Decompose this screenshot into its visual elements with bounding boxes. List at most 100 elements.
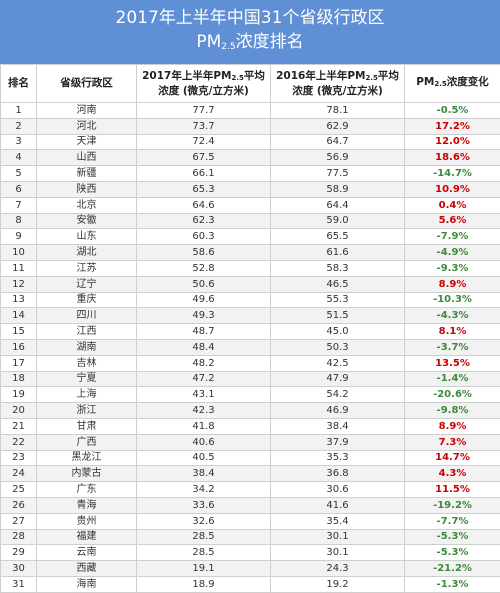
change-cell: 12.0% xyxy=(405,134,500,150)
value-2017-cell: 32.6 xyxy=(137,513,271,529)
province-cell: 甘肃 xyxy=(37,418,137,434)
pm25-ranking-table: 排名 省级行政区 2017年上半年PM2.5平均 浓度 (微克/立方米) 201… xyxy=(0,64,500,593)
change-cell: 4.3% xyxy=(405,466,500,482)
value-2017-cell: 60.3 xyxy=(137,229,271,245)
value-2016-cell: 30.6 xyxy=(271,482,405,498)
value-2016-cell: 24.3 xyxy=(271,561,405,577)
change-cell: 0.4% xyxy=(405,197,500,213)
value-2017-cell: 19.1 xyxy=(137,561,271,577)
province-cell: 新疆 xyxy=(37,166,137,182)
value-2017-cell: 62.3 xyxy=(137,213,271,229)
rank-cell: 18 xyxy=(1,371,37,387)
value-2016-cell: 64.4 xyxy=(271,197,405,213)
change-cell: -7.7% xyxy=(405,513,500,529)
province-cell: 福建 xyxy=(37,529,137,545)
header-2016-pre: 2016年上半年PM xyxy=(276,70,365,82)
rank-cell: 28 xyxy=(1,529,37,545)
change-cell: -7.9% xyxy=(405,229,500,245)
value-2017-cell: 48.4 xyxy=(137,339,271,355)
province-cell: 广西 xyxy=(37,434,137,450)
value-2016-cell: 30.1 xyxy=(271,545,405,561)
title-pm-prefix: PM xyxy=(196,32,221,52)
value-2016-cell: 50.3 xyxy=(271,339,405,355)
change-cell: 7.3% xyxy=(405,434,500,450)
change-cell: 18.6% xyxy=(405,150,500,166)
change-cell: 8.9% xyxy=(405,418,500,434)
change-cell: -14.7% xyxy=(405,166,500,182)
province-cell: 北京 xyxy=(37,197,137,213)
value-2016-cell: 55.3 xyxy=(271,292,405,308)
change-cell: 8.9% xyxy=(405,276,500,292)
rank-cell: 12 xyxy=(1,276,37,292)
header-2017-post: 平均 xyxy=(244,70,265,82)
value-2017-cell: 72.4 xyxy=(137,134,271,150)
value-2016-cell: 35.3 xyxy=(271,450,405,466)
value-2017-cell: 40.5 xyxy=(137,450,271,466)
change-cell: -9.8% xyxy=(405,403,500,419)
rank-cell: 14 xyxy=(1,308,37,324)
value-2016-cell: 61.6 xyxy=(271,245,405,261)
value-2017-cell: 38.4 xyxy=(137,466,271,482)
header-2017-pre: 2017年上半年PM xyxy=(142,70,231,82)
value-2017-cell: 40.6 xyxy=(137,434,271,450)
change-cell: 11.5% xyxy=(405,482,500,498)
value-2016-cell: 65.5 xyxy=(271,229,405,245)
province-cell: 青海 xyxy=(37,497,137,513)
value-2017-cell: 50.6 xyxy=(137,276,271,292)
rank-cell: 10 xyxy=(1,245,37,261)
rank-cell: 30 xyxy=(1,561,37,577)
rank-cell: 25 xyxy=(1,482,37,498)
province-cell: 江苏 xyxy=(37,260,137,276)
province-cell: 安徽 xyxy=(37,213,137,229)
province-cell: 河北 xyxy=(37,118,137,134)
change-cell: 10.9% xyxy=(405,181,500,197)
change-cell: -4.9% xyxy=(405,245,500,261)
province-cell: 重庆 xyxy=(37,292,137,308)
value-2017-cell: 67.5 xyxy=(137,150,271,166)
header-change-pre: PM xyxy=(416,76,434,88)
rank-cell: 16 xyxy=(1,339,37,355)
value-2017-cell: 28.5 xyxy=(137,529,271,545)
rank-cell: 23 xyxy=(1,450,37,466)
value-2017-cell: 18.9 xyxy=(137,576,271,592)
rank-cell: 8 xyxy=(1,213,37,229)
header-rank: 排名 xyxy=(1,65,37,103)
title-line-2: PM2.5浓度排名 xyxy=(0,31,500,58)
rank-cell: 7 xyxy=(1,197,37,213)
header-2016-line1: 2016年上半年PM2.5平均 xyxy=(271,70,404,85)
title-pm-subscript: 2.5 xyxy=(221,42,235,52)
value-2016-cell: 37.9 xyxy=(271,434,405,450)
value-2016-cell: 19.2 xyxy=(271,576,405,592)
value-2016-cell: 36.8 xyxy=(271,466,405,482)
value-2017-cell: 58.6 xyxy=(137,245,271,261)
rank-cell: 6 xyxy=(1,181,37,197)
rank-cell: 26 xyxy=(1,497,37,513)
rank-cell: 29 xyxy=(1,545,37,561)
change-cell: -20.6% xyxy=(405,387,500,403)
value-2016-cell: 35.4 xyxy=(271,513,405,529)
rank-cell: 17 xyxy=(1,355,37,371)
value-2016-cell: 77.5 xyxy=(271,166,405,182)
rank-cell: 5 xyxy=(1,166,37,182)
rank-cell: 2 xyxy=(1,118,37,134)
value-2017-cell: 49.6 xyxy=(137,292,271,308)
province-cell: 四川 xyxy=(37,308,137,324)
province-cell: 吉林 xyxy=(37,355,137,371)
